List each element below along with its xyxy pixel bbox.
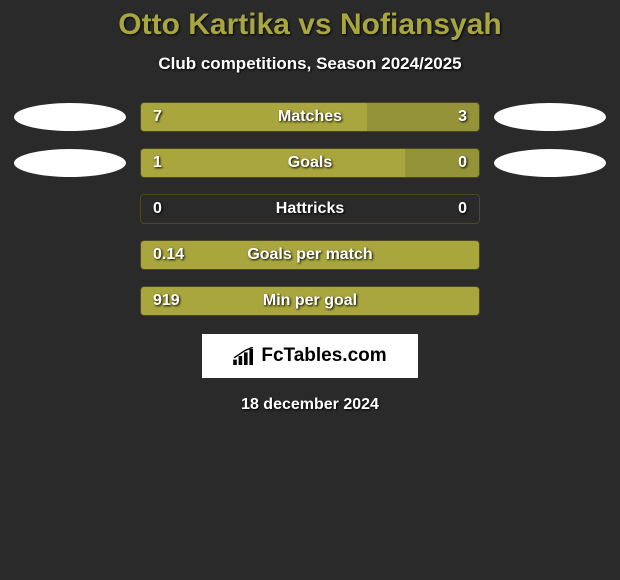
stat-value-left: 919: [153, 292, 180, 310]
bar-chart-icon: [233, 347, 255, 365]
stat-value-right: 3: [458, 108, 467, 126]
stat-metric-label: Matches: [278, 108, 342, 126]
stat-metric-label: Min per goal: [263, 292, 357, 310]
stat-value-left: 0.14: [153, 246, 184, 264]
comparison-card: Otto Kartika vs Nofiansyah Club competit…: [0, 0, 620, 414]
stat-row: 0 Hattricks 0: [0, 194, 620, 224]
stat-bar: 7 Matches 3: [140, 102, 480, 132]
brand-badge[interactable]: FcTables.com: [202, 334, 418, 378]
stat-bar: 919 Min per goal: [140, 286, 480, 316]
bar-segment-right: [405, 149, 479, 177]
stat-bar: 0.14 Goals per match: [140, 240, 480, 270]
stat-value-left: 0: [153, 200, 162, 218]
player-left-oval: [14, 149, 126, 177]
bar-segment-left: [141, 149, 405, 177]
stat-metric-label: Goals per match: [247, 246, 372, 264]
stat-rows: 7 Matches 3 1 Goals 0 0 Hattricks 0 0.14 Goals per…: [0, 102, 620, 316]
stat-metric-label: Goals: [288, 154, 332, 172]
player-right-oval: [494, 103, 606, 131]
stat-row: 7 Matches 3: [0, 102, 620, 132]
stat-row: 919 Min per goal: [0, 286, 620, 316]
stat-value-right: 0: [458, 200, 467, 218]
page-title: Otto Kartika vs Nofiansyah: [0, 8, 620, 42]
page-subtitle: Club competitions, Season 2024/2025: [0, 54, 620, 74]
stat-bar: 1 Goals 0: [140, 148, 480, 178]
stat-bar: 0 Hattricks 0: [140, 194, 480, 224]
player-left-oval: [14, 103, 126, 131]
brand-text: FcTables.com: [261, 345, 386, 367]
stat-value-right: 0: [458, 154, 467, 172]
stat-row: 0.14 Goals per match: [0, 240, 620, 270]
date-line: 18 december 2024: [0, 396, 620, 414]
stat-metric-label: Hattricks: [276, 200, 344, 218]
stat-value-left: 1: [153, 154, 162, 172]
player-right-oval: [494, 149, 606, 177]
stat-value-left: 7: [153, 108, 162, 126]
stat-row: 1 Goals 0: [0, 148, 620, 178]
